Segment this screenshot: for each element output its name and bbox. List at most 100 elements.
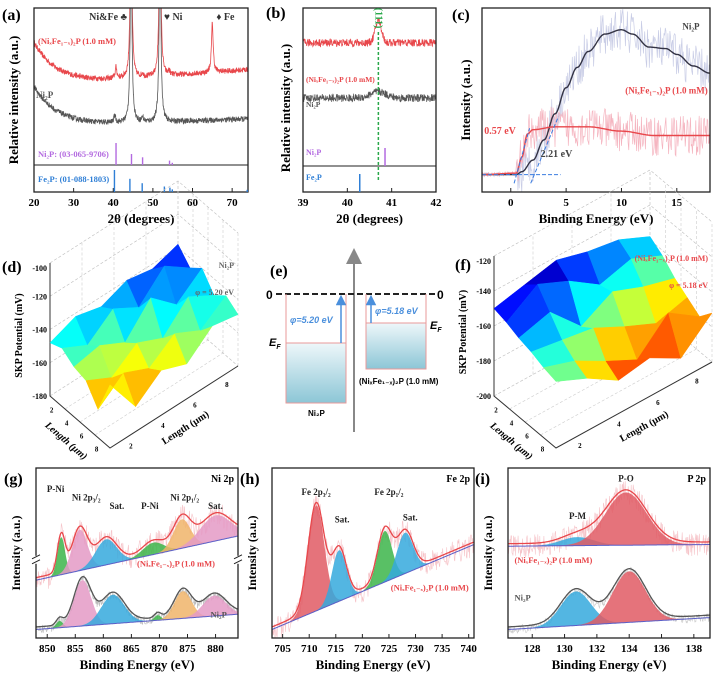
spectrum-label: (NiₓFe₁₋ₓ)₂P (1.0 mM) (391, 582, 469, 592)
z-tick-label: -200 (476, 392, 491, 401)
envelope-curve (272, 501, 474, 628)
length-tick-label: 6 (193, 401, 197, 409)
x-tick-label: 40 (342, 197, 354, 209)
edge-annotation: 0.57 eV (484, 126, 516, 137)
edge-tangent-ni2p (530, 116, 559, 184)
grid-line (493, 169, 713, 257)
series-label-ni2p: Ni₂P (36, 90, 54, 100)
panel-label-g: (g) (4, 471, 23, 488)
panel-label-i: (i) (475, 471, 490, 488)
x-tick-label: 5 (563, 197, 569, 209)
surface-patch (151, 243, 191, 270)
fitted-curve (482, 29, 710, 176)
x-tick-label: 41 (386, 197, 397, 209)
panel-c: 0 5 10 15 Binding Energy (eV) Intensity (a.u.… (452, 7, 711, 226)
z-tick-label: -160 (32, 359, 47, 368)
raw-spectrum (482, 106, 710, 182)
background-line (508, 544, 710, 547)
peak-label: P-Ni (47, 484, 65, 494)
panel-f: (f) -120 -140 -160 -180 -200 SKP Potential (mV… (455, 169, 713, 462)
axes-frame (271, 467, 475, 639)
z-tick-label: -120 (476, 257, 491, 266)
length-tick-label: 2 (50, 406, 54, 414)
reference-label: Fe₂P: (01-088-1803) (38, 174, 109, 184)
reference-label: Fe₂P (306, 173, 322, 182)
x-tick-label: 870 (151, 643, 168, 655)
envelope-curve (36, 575, 238, 628)
x-tick-label: 875 (179, 643, 196, 655)
x-axis-label: 2θ (degrees) (336, 211, 403, 226)
x-tick-label: 0 (508, 197, 514, 209)
plot-area (508, 481, 710, 634)
axis-lines (49, 263, 239, 449)
nife-phi-label: φ=5.18 eV (375, 306, 419, 316)
ni2p-fermi-label: EF (269, 337, 281, 351)
ni2p-name: Ni₂P (308, 409, 326, 418)
peak-label: Sat. (109, 501, 124, 511)
x-tick-label: 710 (301, 643, 318, 655)
work-function-label: φ = 5.18 eV (669, 281, 708, 290)
panel-label-c: (c) (452, 7, 470, 24)
series-line-ni2p (34, 8, 248, 125)
spectrum-label: Ni₂P (514, 593, 530, 603)
peak-label: Ni 2p₁/₂ (170, 492, 199, 502)
length-tick-label: 8 (95, 445, 99, 453)
y-axis-label: Length (μm) (160, 409, 211, 447)
peak-label: Ni&Fe ♣ (89, 12, 127, 23)
z-axis-label: SKP Potential (mV) (458, 290, 469, 374)
x-tick-label: 880 (207, 643, 224, 655)
axis-break-mark (233, 554, 243, 565)
axis-break-mark (31, 554, 41, 565)
fit-component (508, 591, 710, 630)
peak-label: Ni 2p₃/₂ (72, 492, 101, 502)
x-tick-label: 30 (68, 197, 80, 209)
y-axis-label: Relative intensity (a.u.) (6, 36, 21, 165)
peak-label: ♥ Ni (164, 12, 183, 23)
panel-h: 705 710 715 720 725 730 735 740 Binding Energy (… (240, 467, 477, 672)
peak-label: P-Ni (141, 501, 159, 511)
surface-patch (668, 312, 713, 359)
x-tick-label: 136 (653, 643, 670, 655)
x-tick-label: 735 (434, 643, 451, 655)
x-tick-label: 20 (29, 197, 41, 209)
length-tick-label: 2 (494, 406, 498, 414)
z-tick-label: -100 (32, 264, 47, 273)
x-tick-label: 730 (407, 643, 424, 655)
length-tick-label: 4 (161, 422, 165, 430)
peak-label: ♦ Fe (216, 12, 235, 23)
z-axis-label: SKP Potential (mV) (14, 293, 25, 377)
fit-component (36, 595, 238, 630)
length-tick-label: 6 (525, 432, 529, 440)
fit-component (36, 591, 238, 630)
series-line (303, 18, 436, 48)
reference-label: Ni₂P: (03-065-9706) (38, 149, 109, 159)
ni2p-phi-label: φ=5.20 eV (290, 315, 334, 325)
x-axis-label: 2θ (degrees) (108, 211, 175, 226)
length-tick-label: 6 (80, 432, 84, 440)
peak-label: Fe 2p₃/₂ (302, 487, 331, 497)
plot-area (34, 8, 248, 125)
series-label-ni2p: Ni₂P (306, 100, 321, 109)
x-tick-label: 15 (671, 197, 683, 209)
x-tick-label: 720 (354, 643, 371, 655)
core-level-title: Ni 2p (211, 474, 235, 485)
z-tick-label: -160 (476, 322, 491, 331)
panel-label-a: (a) (2, 7, 21, 24)
length-tick-label: 2 (129, 442, 133, 450)
panel-label-h: (h) (240, 471, 260, 488)
envelope-curve (508, 489, 710, 545)
x-tick-label: 860 (95, 643, 112, 655)
length-tick-label: 4 (510, 419, 514, 427)
y-axis-label: Length (μm) (618, 409, 670, 445)
x-tick-label: 50 (147, 197, 159, 209)
y-axis-label: Relative intensity (a.u.) (278, 44, 293, 173)
nife-box-outline (365, 294, 427, 370)
x-tick-label: 715 (328, 643, 345, 655)
envelope-curve (508, 568, 710, 628)
plot-area (482, 8, 710, 192)
x-tick-label: 725 (381, 643, 398, 655)
x-tick-label: 855 (67, 643, 84, 655)
core-level-title: Fe 2p (446, 474, 470, 485)
